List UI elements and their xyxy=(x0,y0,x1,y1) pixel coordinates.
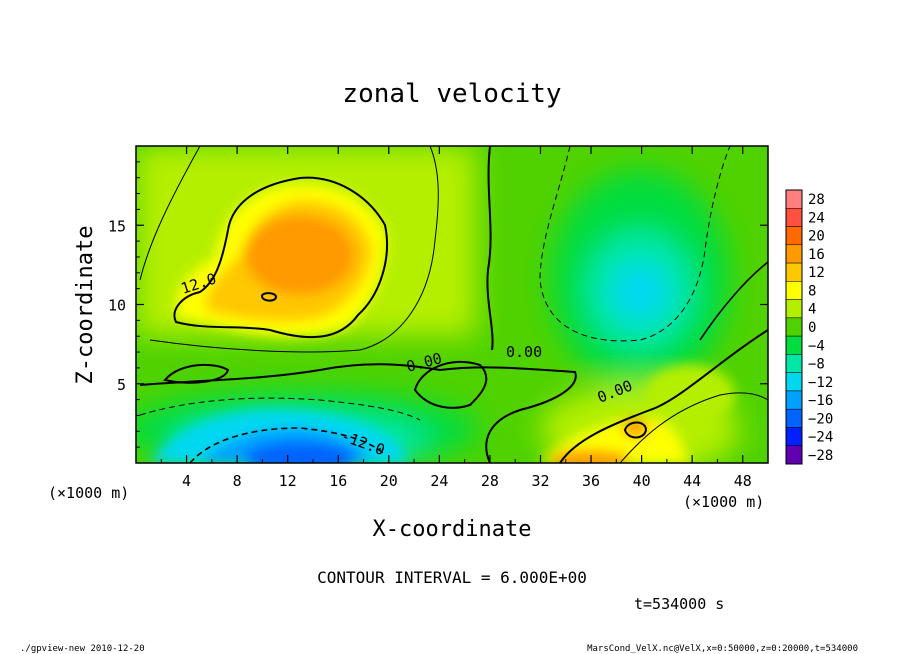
colorbar-swatch xyxy=(785,299,803,319)
x-tick-label: 20 xyxy=(380,472,398,490)
x-tick-label: 28 xyxy=(481,472,499,490)
contour-label: 0.00 xyxy=(506,343,542,361)
colorbar-swatch xyxy=(785,244,803,264)
y-axis: 5 10 15 xyxy=(108,161,768,448)
colorbar-swatch xyxy=(785,335,803,355)
contour-12 xyxy=(173,176,388,339)
footer-left: ./gpview-new 2010-12-20 xyxy=(20,644,145,654)
colorbar-label: −8 xyxy=(808,357,825,373)
colorbar-swatch xyxy=(785,354,803,373)
colorbar-swatch xyxy=(785,281,803,300)
x-tick-label: 8 xyxy=(233,472,242,490)
y-tick-label: 10 xyxy=(108,297,126,315)
y-tick-label: 5 xyxy=(117,376,126,394)
colorbar-label: 4 xyxy=(808,302,816,318)
colorbar-label: −28 xyxy=(808,448,833,464)
colorbar-label: 8 xyxy=(808,283,816,299)
x-axis-label: X-coordinate xyxy=(373,517,532,542)
chart-title: zonal velocity xyxy=(342,79,561,109)
colorbar-label: 20 xyxy=(808,229,825,245)
colorbar-label: −16 xyxy=(808,393,833,409)
y-tick-label: 15 xyxy=(108,217,126,235)
colorbar-label: −20 xyxy=(808,411,833,427)
colorbar-label: −4 xyxy=(808,338,825,354)
footer-right: MarsCond_VelX.nc@VelX,x=0:50000,z=0:2000… xyxy=(587,644,858,654)
x-tick-label: 44 xyxy=(683,472,701,490)
x-unit-left: (×1000 m) xyxy=(48,484,129,502)
contour-0 xyxy=(139,146,577,463)
x-axis: 4 8 12 16 20 24 28 32 36 40 44 48 xyxy=(160,146,752,490)
y-axis-label: Z-coordinate xyxy=(73,226,98,385)
colorbar-frame xyxy=(785,189,803,465)
colorbar-label: 24 xyxy=(808,210,825,226)
contour-minus12 xyxy=(189,427,386,463)
x-tick-label: 4 xyxy=(182,472,191,490)
x-tick-label: 16 xyxy=(329,472,347,490)
colorbar-label: 0 xyxy=(808,320,816,336)
colorbar-swatch xyxy=(785,189,803,209)
colorbar-swatch xyxy=(785,390,803,410)
time-text: t=534000 s xyxy=(634,595,724,613)
colorbar-swatch xyxy=(785,445,803,465)
colorbar-label: −12 xyxy=(808,375,833,391)
colorbar-swatch xyxy=(785,408,803,428)
contour-interval-text: CONTOUR INTERVAL = 6.000E+00 xyxy=(317,568,587,587)
colorbar-swatch xyxy=(785,208,803,227)
x-unit-right: (×1000 m) xyxy=(683,493,764,511)
colorbar-swatch xyxy=(785,427,803,446)
contour-lines xyxy=(139,146,768,463)
x-tick-label: 36 xyxy=(582,472,600,490)
colorbar-label: 28 xyxy=(808,192,825,208)
plot-area xyxy=(136,146,768,463)
x-tick-label: 32 xyxy=(531,472,549,490)
colorbar-swatch xyxy=(785,226,803,246)
colorbar: 28 24 20 16 12 8 4 0 −4 −8 −12 −16 −20 −24 −28 xyxy=(785,189,833,465)
x-tick-label: 12 xyxy=(279,472,297,490)
colorbar-swatch xyxy=(785,262,803,282)
colorbar-label: 12 xyxy=(808,265,825,281)
colorbar-label: 16 xyxy=(808,247,825,263)
x-tick-label: 40 xyxy=(633,472,651,490)
x-tick-label: 48 xyxy=(734,472,752,490)
colorbar-label: −24 xyxy=(808,430,833,446)
colorbar-swatch xyxy=(785,317,803,337)
colorbar-swatch xyxy=(785,372,803,392)
x-tick-label: 24 xyxy=(430,472,448,490)
